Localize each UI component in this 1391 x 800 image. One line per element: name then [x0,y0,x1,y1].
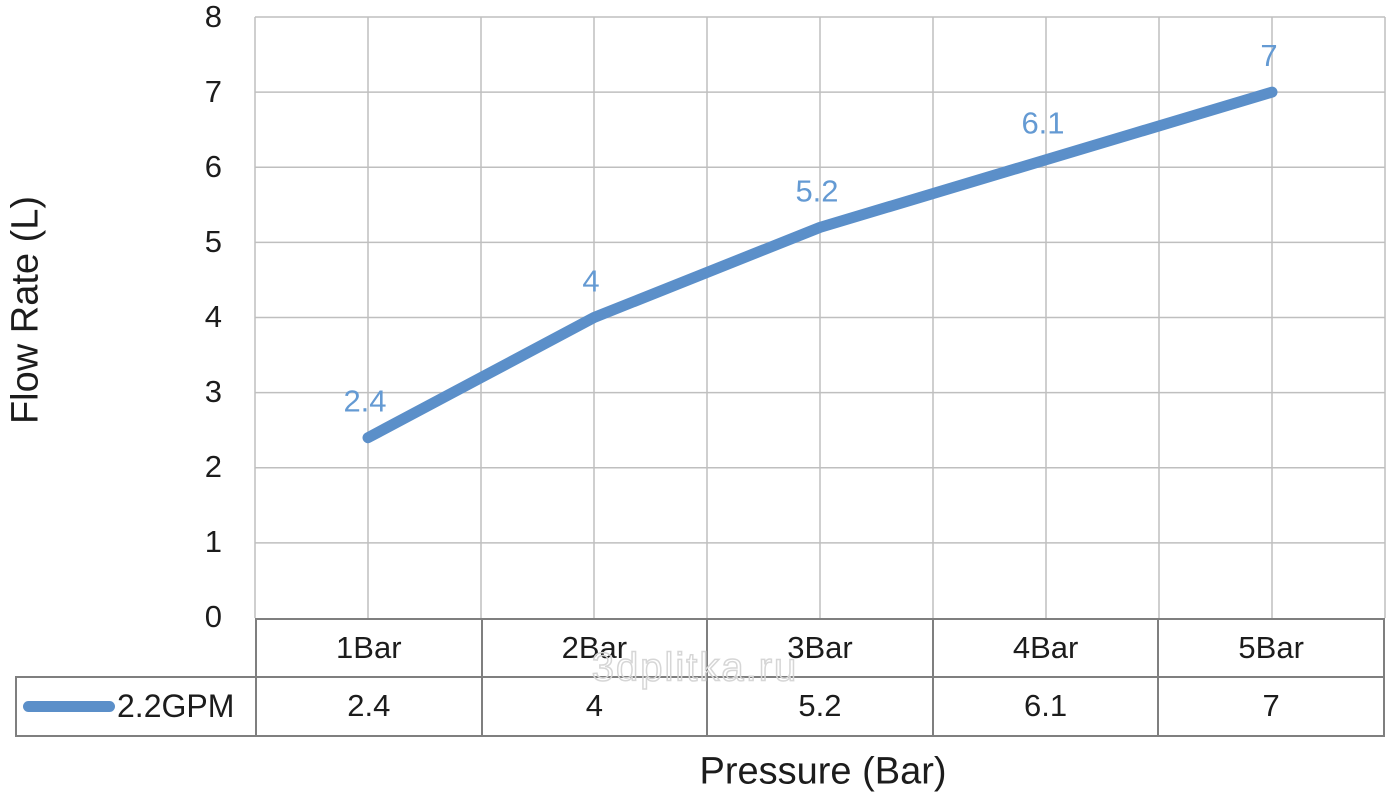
x-category-4bar: 4Bar [931,620,1158,676]
value-2bar: 4 [480,676,707,735]
data-label: 7 [1260,38,1277,73]
data-value-row: 2.4 4 5.2 6.1 7 [255,676,1385,737]
y-tick-5: 5 [204,224,222,259]
value-3bar: 5.2 [706,676,932,735]
x-category-row: 1Bar 2Bar 3Bar 4Bar 5Bar [255,618,1385,678]
data-label: 4 [582,264,599,299]
x-category-3bar: 3Bar [706,620,932,676]
x-category-2bar: 2Bar [480,620,707,676]
y-tick-6: 6 [204,149,222,184]
data-label: 6.1 [1021,106,1064,141]
x-axis-title: Pressure (Bar) [699,750,947,793]
y-tick-7: 7 [204,74,222,109]
data-label: 5.2 [795,173,838,208]
value-5bar: 7 [1157,676,1383,735]
value-1bar: 2.4 [347,687,391,723]
series-name: 2.2GPM [117,688,235,724]
value-4bar: 6.1 [931,676,1158,735]
y-tick-2: 2 [204,449,222,484]
x-category-1bar: 1Bar [336,630,402,665]
x-category-5bar: 5Bar [1157,620,1383,676]
y-tick-3: 3 [204,374,222,409]
series-line-swatch [23,701,115,712]
y-tick-1: 1 [204,524,222,559]
y-tick-8: 8 [204,0,222,34]
y-tick-0: 0 [204,599,222,634]
y-tick-4: 4 [204,299,222,334]
data-label: 2.4 [343,384,386,419]
legend-cell: 2.2GPM [15,676,257,737]
series-line [362,86,1278,444]
